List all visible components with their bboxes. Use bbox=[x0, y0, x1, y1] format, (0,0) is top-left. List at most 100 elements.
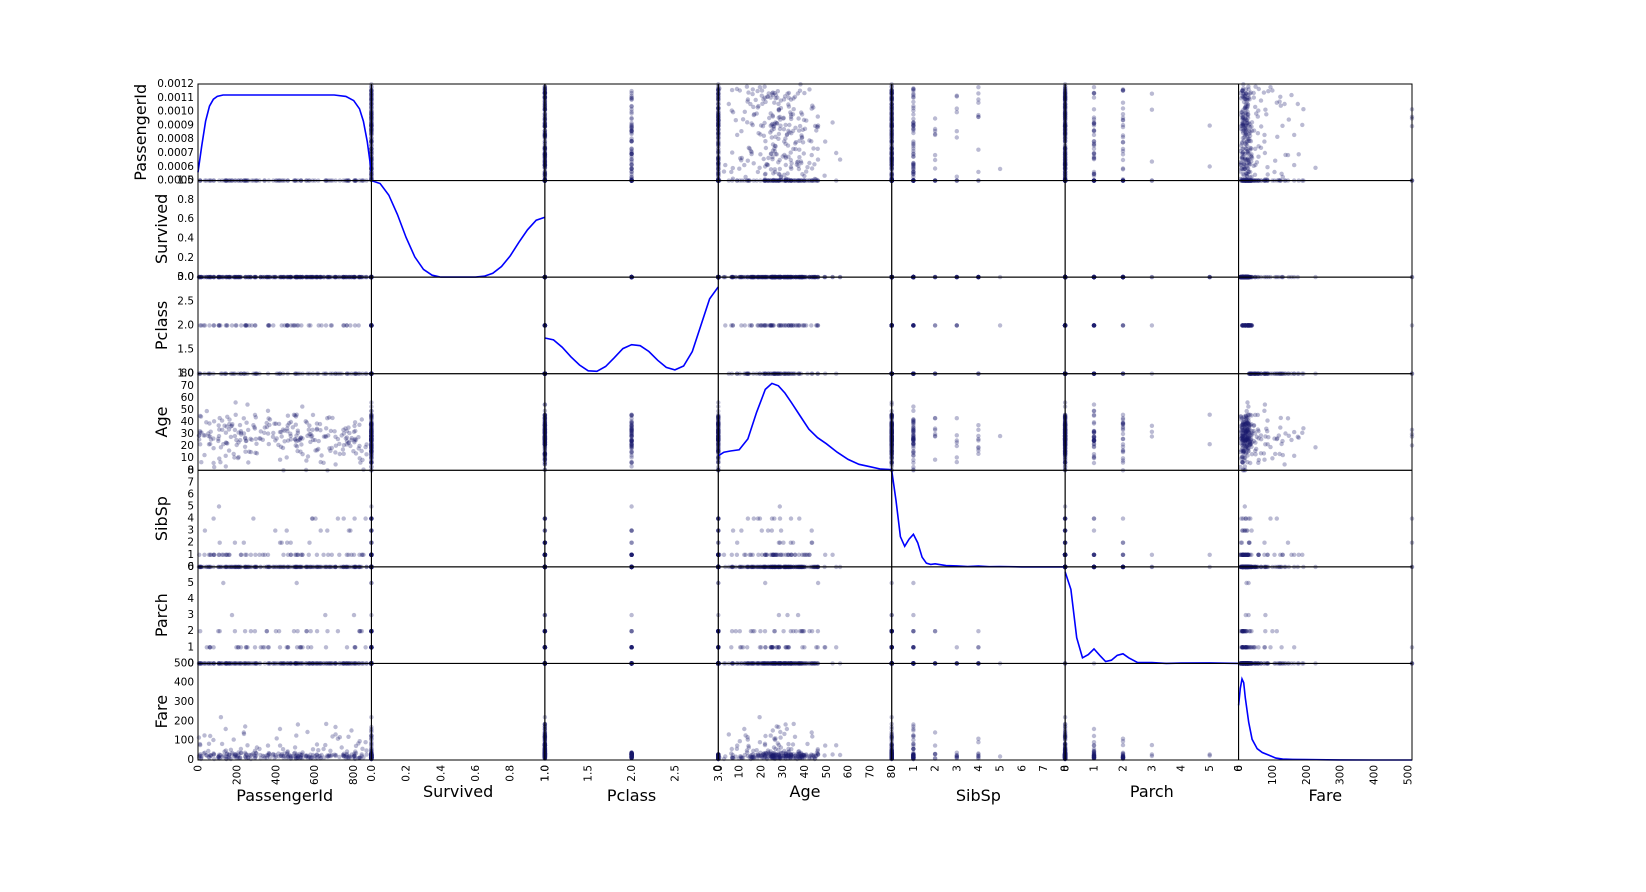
scatter-point bbox=[352, 323, 358, 328]
scatter-point bbox=[265, 431, 271, 436]
scatter-point bbox=[1091, 121, 1097, 126]
scatter-point bbox=[1091, 90, 1097, 96]
scatter-point bbox=[797, 155, 802, 160]
scatter-point bbox=[359, 417, 364, 422]
scatter-point bbox=[1149, 107, 1155, 112]
scatter-point bbox=[629, 146, 634, 152]
scatter-point bbox=[266, 323, 271, 328]
scatter-point bbox=[224, 323, 229, 328]
scatter-point bbox=[791, 323, 796, 328]
scatter-point bbox=[307, 423, 312, 428]
scatter-point bbox=[815, 114, 820, 119]
scatter-point bbox=[241, 416, 246, 421]
scatter-point bbox=[1262, 139, 1267, 144]
scatter-point bbox=[1255, 131, 1261, 136]
scatter-point bbox=[293, 422, 298, 427]
scatter-point bbox=[932, 126, 938, 132]
scatter-point bbox=[730, 110, 736, 115]
scatter-point bbox=[1286, 117, 1292, 122]
scatter-point bbox=[262, 430, 267, 435]
scatter-point bbox=[295, 428, 300, 433]
scatter-point bbox=[629, 152, 634, 157]
scatter-point bbox=[1149, 159, 1155, 164]
scatter-point bbox=[1245, 102, 1251, 107]
scatter-point bbox=[239, 323, 244, 328]
scatter-point bbox=[196, 433, 202, 438]
scatter-point bbox=[738, 156, 743, 161]
scatter-point bbox=[745, 120, 750, 125]
scatter-point bbox=[802, 90, 807, 96]
scatter-point bbox=[1207, 123, 1212, 128]
scatter-point bbox=[300, 404, 305, 409]
scatter-point bbox=[629, 162, 634, 167]
scatter-point bbox=[218, 323, 223, 328]
scatter-point bbox=[347, 430, 352, 436]
scatter-point bbox=[723, 323, 728, 328]
scatter-point bbox=[815, 323, 821, 328]
scatter-point bbox=[208, 429, 213, 434]
scatter-point bbox=[800, 140, 806, 145]
scatter-point bbox=[742, 162, 747, 168]
scatter-point bbox=[769, 135, 774, 140]
scatter-point bbox=[786, 102, 791, 107]
scatter-point bbox=[1240, 110, 1245, 115]
scatter-point bbox=[791, 146, 796, 152]
scatter-point bbox=[266, 441, 271, 447]
scatter-point bbox=[629, 120, 634, 126]
scatter-point bbox=[976, 100, 981, 105]
scatter-point bbox=[235, 455, 241, 461]
scatter-point bbox=[765, 162, 771, 168]
scatter-point bbox=[1091, 95, 1097, 100]
scatter-point bbox=[932, 132, 938, 138]
scatter-point bbox=[1279, 171, 1284, 176]
scatter-point bbox=[341, 431, 346, 436]
scatter-point bbox=[303, 419, 308, 424]
scatter-point bbox=[807, 87, 812, 92]
scatter-point bbox=[327, 446, 332, 451]
scatter-point bbox=[1252, 172, 1258, 177]
scatter-point bbox=[629, 159, 634, 164]
scatter-point bbox=[317, 421, 323, 427]
scatter-point bbox=[629, 169, 634, 174]
scatter-point bbox=[252, 323, 258, 328]
scatter-point bbox=[729, 87, 735, 93]
scatter-point bbox=[1272, 169, 1277, 175]
scatter-point bbox=[911, 130, 916, 136]
scatter-point bbox=[792, 94, 798, 100]
scatter-point bbox=[271, 323, 276, 328]
scatter-point bbox=[911, 162, 916, 168]
scatter-point bbox=[1253, 162, 1258, 168]
scatter-point bbox=[749, 151, 754, 157]
scatter-point bbox=[284, 455, 289, 460]
scatter-point bbox=[324, 426, 329, 431]
scatter-point bbox=[208, 437, 214, 442]
scatter-point bbox=[802, 323, 807, 328]
scatter-point bbox=[279, 434, 284, 439]
scatter-point bbox=[245, 402, 250, 407]
scatter-point bbox=[1265, 172, 1270, 177]
scatter-point bbox=[629, 169, 634, 175]
scatter-point bbox=[629, 126, 634, 132]
scatter-point bbox=[220, 427, 225, 432]
scatter-point bbox=[360, 457, 365, 463]
scatter-point bbox=[823, 139, 828, 144]
scatter-point bbox=[305, 454, 311, 459]
scatter-point bbox=[781, 127, 787, 132]
scatter-point bbox=[1091, 107, 1097, 112]
scatter-point bbox=[1243, 146, 1248, 151]
scatter-point bbox=[997, 323, 1003, 328]
scatter-point bbox=[233, 412, 238, 417]
scatter-point bbox=[629, 103, 634, 109]
scatter-point bbox=[763, 171, 768, 176]
scatter-point bbox=[223, 453, 228, 458]
scatter-point bbox=[747, 146, 752, 151]
scatter-point bbox=[794, 160, 800, 165]
scatter-point bbox=[796, 128, 802, 133]
scatter-point bbox=[1120, 100, 1126, 105]
scatter-point bbox=[346, 425, 351, 430]
scatter-point bbox=[932, 323, 938, 328]
scatter-point bbox=[814, 128, 819, 133]
scatter-point bbox=[293, 437, 298, 442]
scatter-point bbox=[253, 436, 258, 442]
scatter-point bbox=[812, 162, 817, 167]
